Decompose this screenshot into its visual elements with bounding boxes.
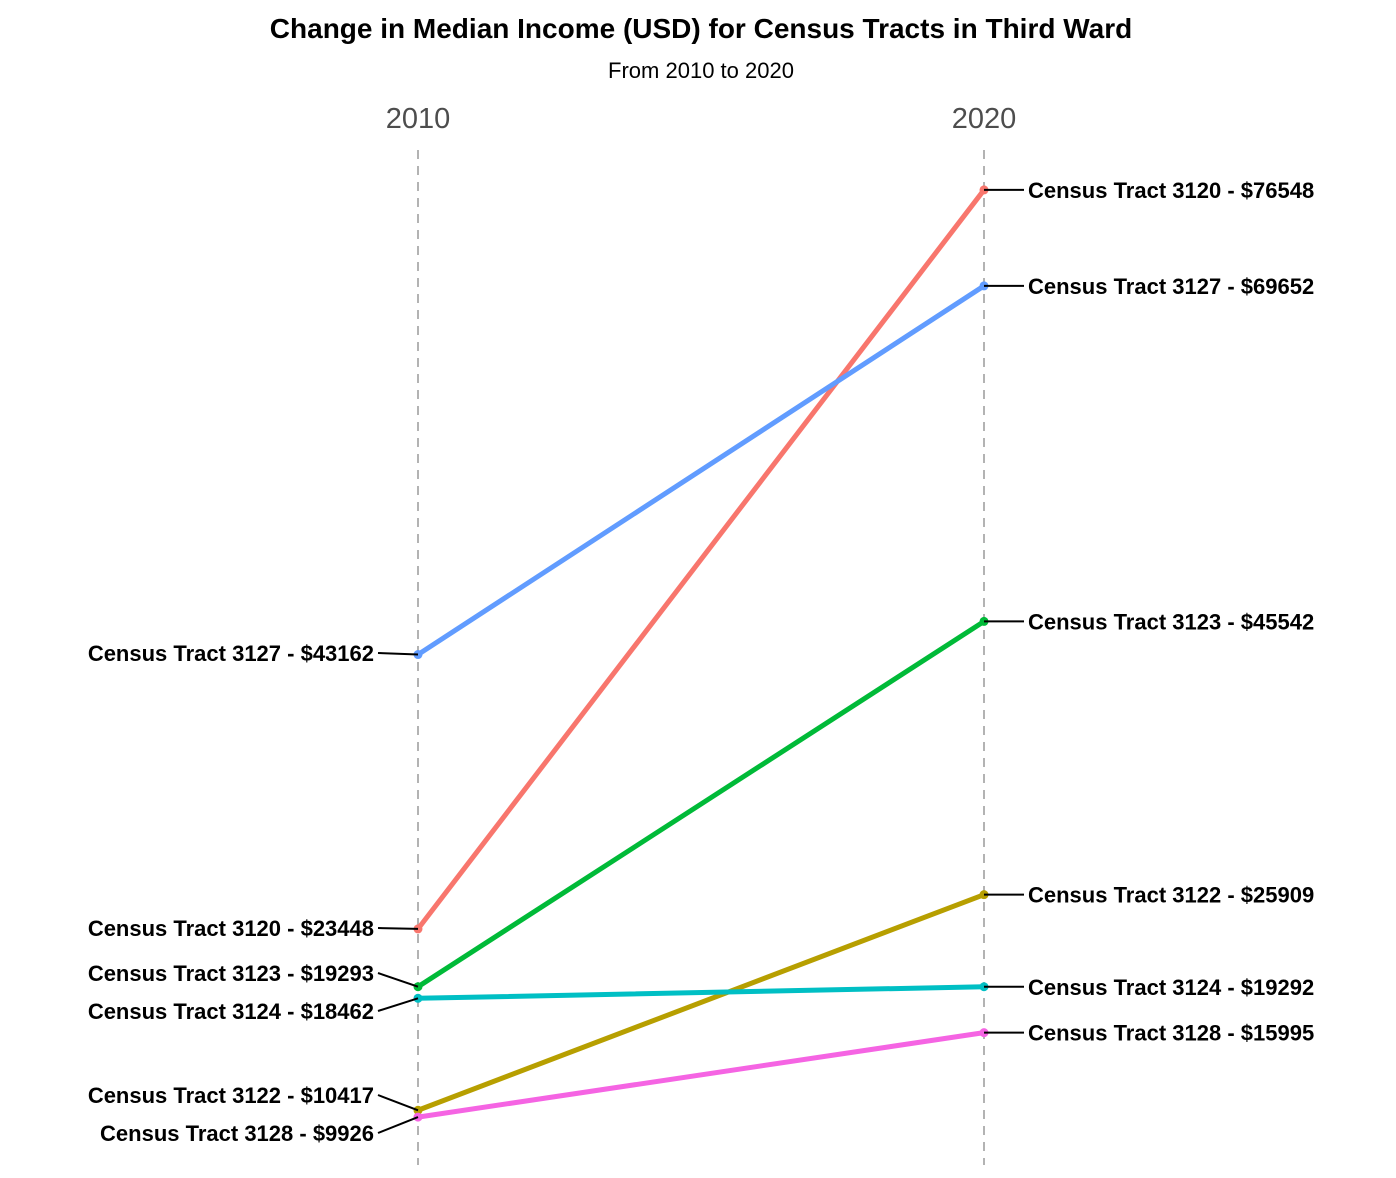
label-connector-census-tract-3127-2010 — [377, 652, 419, 656]
label-connector-census-tract-3124-2010 — [377, 997, 419, 1012]
x-tick-2020: 2020 — [952, 103, 1017, 135]
chart-subtitle: From 2010 to 2020 — [608, 58, 794, 83]
data-label-census-tract-3120-2020: Census Tract 3120 - $76548 — [1028, 178, 1314, 203]
label-connector-census-tract-3122-2010 — [377, 1094, 419, 1112]
data-label-census-tract-3122-2020: Census Tract 3122 - $25909 — [1028, 883, 1314, 908]
data-label-census-tract-3123-2020: Census Tract 3123 - $45542 — [1028, 609, 1314, 634]
label-connector-census-tract-3123-2010 — [377, 972, 419, 988]
data-label-census-tract-3122-2010: Census Tract 3122 - $10417 — [88, 1083, 374, 1108]
series-line-census-tract-3120 — [415, 187, 987, 932]
data-label-census-tract-3123-2010: Census Tract 3123 - $19293 — [88, 961, 374, 986]
chart-title: Change in Median Income (USD) for Census… — [270, 13, 1132, 44]
series-line-census-tract-3124 — [415, 984, 987, 1001]
series-line-census-tract-3128 — [415, 1030, 987, 1120]
series-line-census-tract-3127 — [415, 283, 987, 658]
label-connector-census-tract-3128-2010 — [377, 1116, 419, 1134]
label-layer: Census Tract 3120 - $23448 Census Tract 3… — [88, 178, 1314, 1146]
data-label-census-tract-3128-2020: Census Tract 3128 - $15995 — [1028, 1021, 1314, 1046]
x-tick-2010: 2010 — [386, 103, 451, 135]
data-label-census-tract-3127-2020: Census Tract 3127 - $69652 — [1028, 274, 1314, 299]
data-label-census-tract-3124-2010: Census Tract 3124 - $18462 — [88, 999, 374, 1024]
series-line-census-tract-3122 — [415, 892, 987, 1113]
label-connector-census-tract-3120-2010 — [377, 927, 419, 930]
data-label-census-tract-3128-2010: Census Tract 3128 - $9926 — [100, 1121, 374, 1146]
data-label-census-tract-3120-2010: Census Tract 3120 - $23448 — [88, 916, 374, 941]
data-label-census-tract-3127-2010: Census Tract 3127 - $43162 — [88, 641, 374, 666]
series-line-census-tract-3123 — [415, 618, 987, 990]
series-layer — [413, 185, 989, 1122]
data-label-census-tract-3124-2020: Census Tract 3124 - $19292 — [1028, 975, 1314, 1000]
